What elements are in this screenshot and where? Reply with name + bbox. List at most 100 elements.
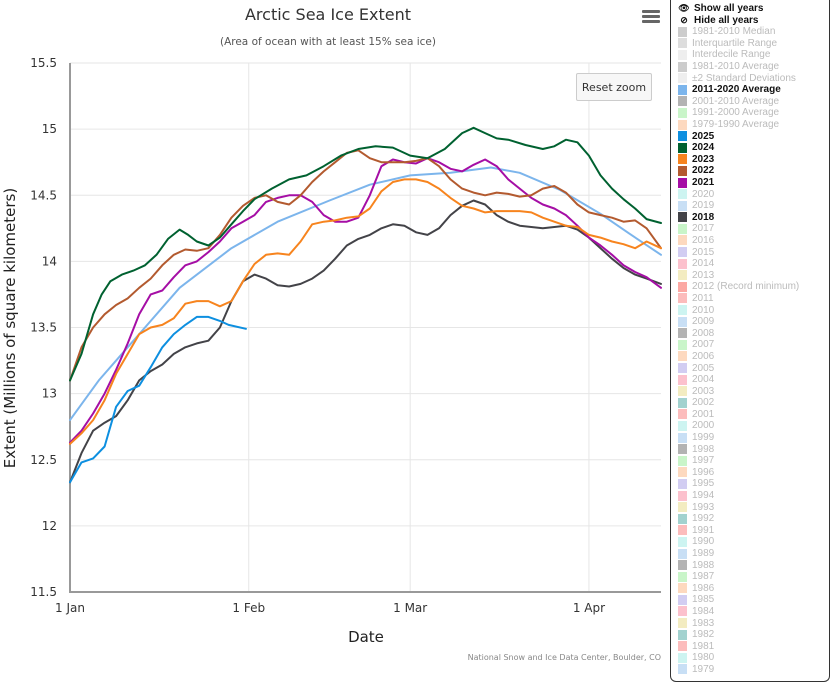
legend-item[interactable]: 2023 (678, 154, 829, 166)
legend-item[interactable]: 1993 (678, 501, 829, 513)
series-line-2018[interactable] (69, 199, 662, 484)
chart-credit: National Snow and Ice Data Center, Bould… (468, 653, 661, 662)
legend-item-label: 1987 (692, 571, 715, 583)
legend-item-label: 1981-2010 Average (692, 61, 780, 73)
legend-item[interactable]: 1985 (678, 594, 829, 606)
legend-item[interactable]: 2017 (678, 223, 829, 235)
legend-item[interactable]: 2018 (678, 212, 829, 224)
legend-item[interactable]: Interdecile Range (678, 49, 829, 61)
legend-item[interactable]: 2022 (678, 165, 829, 177)
legend-item[interactable]: 1995 (678, 478, 829, 490)
legend-item[interactable]: 2020 (678, 188, 829, 200)
legend-item[interactable]: 2016 (678, 235, 829, 247)
show-all-years-button[interactable]: 👁 Show all years (678, 3, 829, 15)
legend-item[interactable]: 1979-1990 Average (678, 119, 829, 131)
legend-swatch (678, 618, 687, 629)
legend-swatch (678, 177, 687, 188)
legend-item-label: 1988 (692, 559, 715, 571)
legend-item[interactable]: 2015 (678, 246, 829, 258)
legend-item[interactable]: 1981-2010 Average (678, 61, 829, 73)
legend-item[interactable]: 2014 (678, 258, 829, 270)
legend-item[interactable]: Interquartile Range (678, 38, 829, 50)
legend-item[interactable]: 1992 (678, 513, 829, 525)
legend-item[interactable]: 1994 (678, 490, 829, 502)
legend-item[interactable]: 1981-2010 Median (678, 26, 829, 38)
series-line-2025[interactable] (69, 315, 247, 484)
legend-item[interactable]: 1997 (678, 455, 829, 467)
legend-swatch (678, 467, 687, 478)
legend-item[interactable]: 2019 (678, 200, 829, 212)
legend-item[interactable]: 2000 (678, 420, 829, 432)
legend-panel: 👁 Show all years ⊘ Hide all years 1981-2… (670, 0, 830, 682)
legend-swatch (678, 432, 687, 443)
legend-item-label: 2003 (692, 385, 715, 397)
hide-all-years-button[interactable]: ⊘ Hide all years (678, 15, 829, 27)
legend-item[interactable]: 2024 (678, 142, 829, 154)
legend-item-label: Interdecile Range (692, 49, 771, 61)
legend-item-label: 1992 (692, 513, 715, 525)
legend-item[interactable]: 2025 (678, 130, 829, 142)
legend-item-label: 1990 (692, 536, 715, 548)
legend-swatch (678, 119, 687, 130)
series-line-2021[interactable] (69, 157, 662, 444)
legend-item[interactable]: 1989 (678, 548, 829, 560)
legend-item[interactable]: 2007 (678, 339, 829, 351)
legend-item[interactable]: 2021 (678, 177, 829, 189)
legend-item[interactable]: 1979 (678, 664, 829, 676)
legend-item[interactable]: 2001 (678, 409, 829, 421)
legend-item-label: 1982 (692, 629, 715, 641)
legend-item[interactable]: 2011-2020 Average (678, 84, 829, 96)
legend-item[interactable]: 1999 (678, 432, 829, 444)
legend-item[interactable]: 2004 (678, 374, 829, 386)
legend-item[interactable]: 2008 (678, 327, 829, 339)
legend-item[interactable]: ±2 Standard Deviations (678, 72, 829, 84)
legend-swatch (678, 374, 687, 385)
legend-item-label: 1979-1990 Average (692, 119, 780, 131)
legend-item[interactable]: 1988 (678, 559, 829, 571)
legend-item[interactable]: 2013 (678, 269, 829, 281)
legend-item[interactable]: 2009 (678, 316, 829, 328)
reset-zoom-button[interactable]: Reset zoom (576, 73, 652, 101)
legend-item[interactable]: 1981 (678, 640, 829, 652)
legend-item-label: 2014 (692, 258, 715, 270)
hide-all-years-label: Hide all years (694, 14, 759, 26)
legend-item[interactable]: 1987 (678, 571, 829, 583)
legend-swatch (678, 189, 687, 200)
legend-item[interactable]: 2010 (678, 304, 829, 316)
legend-item[interactable]: 1991-2000 Average (678, 107, 829, 119)
x-axis-title: Date (348, 628, 384, 646)
legend-item-label: 2024 (692, 142, 715, 154)
legend-item-label: 1997 (692, 455, 715, 467)
legend-swatch (678, 409, 687, 420)
legend-item-label: ±2 Standard Deviations (692, 72, 796, 84)
legend-swatch (678, 61, 687, 72)
y-tick-label: 15 (42, 122, 57, 136)
legend-swatch (678, 270, 687, 281)
legend-item[interactable]: 1990 (678, 536, 829, 548)
legend-item-label: 1996 (692, 466, 715, 478)
legend-item[interactable]: 2003 (678, 385, 829, 397)
legend-item[interactable]: 2012 (Record minimum) (678, 281, 829, 293)
legend-item[interactable]: 1980 (678, 652, 829, 664)
legend-item[interactable]: 2011 (678, 293, 829, 305)
legend-item[interactable]: 1982 (678, 629, 829, 641)
series-line-2022[interactable] (69, 149, 662, 382)
legend-item-label: 2017 (692, 223, 715, 235)
legend-item[interactable]: 2005 (678, 362, 829, 374)
legend-swatch (678, 652, 687, 663)
legend-item[interactable]: 1998 (678, 443, 829, 455)
legend-item[interactable]: 1991 (678, 525, 829, 537)
legend-item[interactable]: 1986 (678, 583, 829, 595)
series-line-2023[interactable] (69, 178, 662, 445)
legend-item[interactable]: 1983 (678, 617, 829, 629)
legend-item[interactable]: 2002 (678, 397, 829, 409)
legend-item[interactable]: 2001-2010 Average (678, 96, 829, 108)
chart-menu-button[interactable] (641, 8, 661, 26)
series-line-2024[interactable] (69, 126, 662, 382)
series-line-2011-2020-average[interactable] (69, 166, 662, 422)
legend-item[interactable]: 1996 (678, 467, 829, 479)
legend-item[interactable]: 2006 (678, 351, 829, 363)
y-tick-label: 11.5 (30, 585, 57, 599)
legend-item[interactable]: 1984 (678, 606, 829, 618)
legend-item-label: 1991-2000 Average (692, 107, 780, 119)
